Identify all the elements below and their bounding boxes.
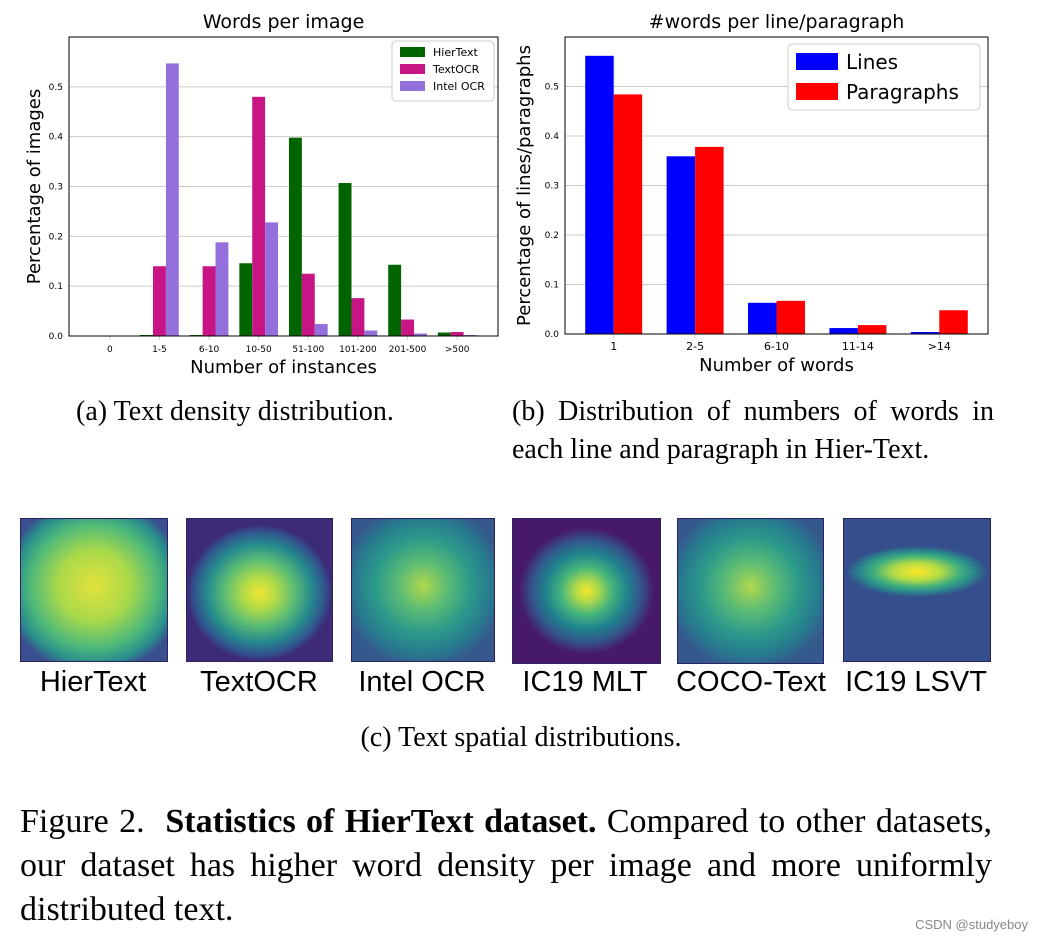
heatmap-label: COCO-Text xyxy=(676,666,826,698)
y-tick-label: 0.3 xyxy=(545,182,559,192)
caption-a: (a) Text density distribution. xyxy=(76,396,394,427)
heatmap-hiertext xyxy=(20,518,168,662)
y-tick-label: 0.5 xyxy=(545,83,559,93)
bar-hiertext xyxy=(288,137,302,336)
legend-label: HierText xyxy=(433,46,479,59)
y-tick-label: 0.5 xyxy=(49,83,63,93)
x-tick-label: 0 xyxy=(107,345,113,355)
legend-label: TextOCR xyxy=(432,63,480,76)
bar-textocr xyxy=(301,273,315,336)
bar-textocr xyxy=(401,319,415,336)
bar-textocr xyxy=(450,332,464,336)
heatmap-ic19-mlt xyxy=(512,518,661,664)
x-axis-label: Number of words xyxy=(699,355,854,376)
y-axis-label: Percentage of lines/paragraphs xyxy=(514,45,535,326)
bar-intel-ocr xyxy=(314,324,328,336)
bar-hiertext xyxy=(388,264,402,336)
bar-textocr xyxy=(152,266,166,336)
legend-label: Intel OCR xyxy=(433,80,485,93)
caption-b: (b) Distribution of numbers of words in … xyxy=(512,396,994,465)
bar-paragraphs xyxy=(613,94,643,334)
x-tick-label: 51-100 xyxy=(292,345,324,355)
legend: Lines Paragraphs xyxy=(787,43,981,111)
x-tick-label: >14 xyxy=(928,340,951,353)
x-tick-label: 2-5 xyxy=(686,340,704,353)
bar-hiertext xyxy=(338,183,352,336)
bar-paragraphs xyxy=(857,325,887,334)
x-tick-label: 101-200 xyxy=(339,345,377,355)
bar-intel-ocr xyxy=(265,222,279,336)
heatmap-textocr xyxy=(186,518,333,662)
y-tick-label: 0.0 xyxy=(49,332,64,342)
bar-lines xyxy=(666,156,696,334)
legend-swatch xyxy=(796,83,838,100)
figure-caption-bold: Statistics of HierText dataset. xyxy=(165,803,597,840)
bar-lines xyxy=(748,302,777,334)
axes-frame xyxy=(564,36,989,335)
x-tick-label: >500 xyxy=(445,345,470,355)
bar-textocr xyxy=(252,96,266,336)
y-tick-label: 0.2 xyxy=(545,231,559,241)
bar-lines xyxy=(910,332,940,334)
heatmap-label: IC19 LSVT xyxy=(845,666,987,698)
x-tick-label: 6-10 xyxy=(199,345,220,355)
figure-caption-rest: Compared to other datasets, our dataset … xyxy=(20,803,992,928)
bar-paragraphs xyxy=(939,310,968,334)
heatmap-label: IC19 MLT xyxy=(522,666,648,698)
bar-textocr xyxy=(351,298,365,336)
figure-caption-prefix: Figure 2. xyxy=(20,803,145,840)
y-tick-label: 0.0 xyxy=(545,330,560,340)
bar-paragraphs xyxy=(695,146,724,334)
y-tick-label: 0.3 xyxy=(49,183,63,193)
chart-words-per-image: 0.0 0.1 0.2 0.3 0.4 0.5 0 1-5 6-10 10-50 51-100 101… xyxy=(24,11,499,378)
y-tick-label: 0.1 xyxy=(545,281,559,291)
bar-lines xyxy=(585,55,614,335)
legend-label: Lines xyxy=(846,50,898,74)
bar-textocr xyxy=(202,266,216,336)
y-tick-label: 0.4 xyxy=(545,132,560,142)
bar-intel-ocr xyxy=(364,330,378,336)
bar-intel-ocr xyxy=(414,333,427,336)
bar-intel-ocr xyxy=(215,242,229,336)
legend-swatch xyxy=(400,81,425,91)
x-tick-label: 6-10 xyxy=(764,340,789,353)
x-tick-label: 1 xyxy=(610,340,617,353)
y-axis-label: Percentage of images xyxy=(24,89,45,285)
bar-hiertext xyxy=(437,332,451,336)
x-tick-label: 1-5 xyxy=(152,345,167,355)
figure-caption: Figure 2. Statistics of HierText dataset… xyxy=(20,800,992,932)
axes-frame xyxy=(68,36,499,337)
y-tick-label: 0.1 xyxy=(49,282,63,292)
bar-paragraphs xyxy=(776,300,805,334)
y-tick-label: 0.4 xyxy=(49,133,64,143)
y-tick-label: 0.2 xyxy=(49,232,63,242)
watermark: CSDN @studyeboy xyxy=(915,917,1028,932)
heatmap-label: Intel OCR xyxy=(358,666,486,698)
bar-hiertext xyxy=(239,263,253,336)
heatmap-coco-text xyxy=(677,518,824,664)
caption-c: (c) Text spatial distributions. xyxy=(360,722,682,753)
legend-label: Paragraphs xyxy=(846,80,959,104)
heatmap-ic19-lsvt xyxy=(843,518,991,662)
bar-intel-ocr xyxy=(165,63,179,336)
bar-lines xyxy=(829,328,858,334)
legend-swatch xyxy=(400,47,425,57)
legend-swatch xyxy=(400,64,425,74)
heatmap-label: TextOCR xyxy=(200,666,318,698)
legend-swatch xyxy=(796,53,838,70)
chart-title: #words per line/paragraph xyxy=(649,11,905,33)
x-tick-label: 11-14 xyxy=(842,340,874,353)
x-tick-label: 201-500 xyxy=(389,345,427,355)
chart-words-per-line-paragraph: 0.0 0.1 0.2 0.3 0.4 0.5 1 2-5 6-10 11-14 >14 #words… xyxy=(514,11,989,376)
x-tick-label: 10-50 xyxy=(246,345,272,355)
x-axis-label: Number of instances xyxy=(190,357,377,378)
chart-title: Words per image xyxy=(203,11,365,33)
heatmap-intel-ocr xyxy=(351,518,495,662)
heatmap-label: HierText xyxy=(39,666,147,698)
legend: HierText TextOCR Intel OCR xyxy=(391,40,495,102)
